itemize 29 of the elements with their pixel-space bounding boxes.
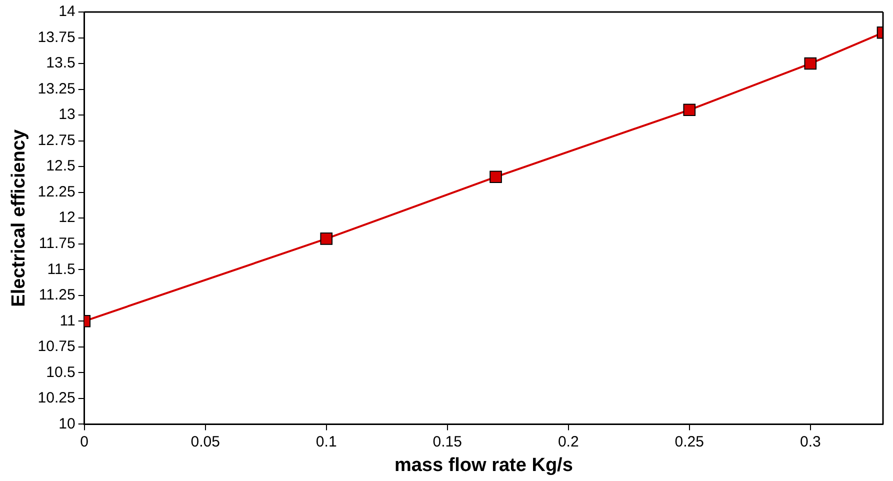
y-tick-label: 11.75	[38, 235, 76, 252]
y-tick-label: 13.5	[46, 54, 76, 72]
y-tick-label: 13.25	[38, 80, 76, 98]
y-tick-label: 12	[58, 209, 76, 226]
y-tick-label: 12.75	[38, 132, 76, 149]
y-tick-label: 10.25	[38, 390, 76, 407]
y-tick-label: 11.25	[38, 286, 76, 304]
x-tick-label: 0.05	[190, 433, 220, 450]
y-tick-label: 14	[58, 3, 76, 20]
y-tick-label: 12.5	[46, 158, 76, 175]
y-tick-label: 10	[58, 415, 76, 432]
y-tick-label: 10.5	[46, 364, 76, 381]
y-tick-label: 13.75	[38, 28, 76, 46]
x-tick-label: 0.2	[558, 433, 579, 450]
y-tick-label: 10.75	[38, 338, 76, 356]
x-tick-label: 0.15	[432, 433, 462, 450]
x-tick-label: 0	[80, 433, 89, 450]
y-tick-label: 13	[58, 106, 76, 124]
y-tick-label: 11.5	[47, 260, 76, 278]
y-tick-label: 12.25	[38, 183, 76, 200]
point	[490, 170, 502, 184]
x-tick-label: 0.25	[674, 433, 704, 450]
y-tick-label: 11	[60, 312, 76, 330]
y-axis-title: Electrical efficiency	[8, 128, 30, 307]
x-axis-title: mass flow rate Kg/s	[394, 454, 573, 476]
point	[320, 232, 333, 245]
x-tick-label: 0.1	[316, 433, 337, 450]
x-tick-label: 0.3	[800, 433, 821, 450]
point	[683, 104, 696, 116]
